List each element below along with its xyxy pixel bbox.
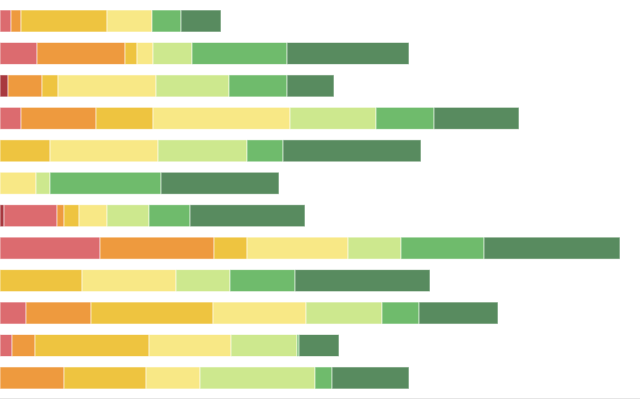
bar-segment: [49, 171, 162, 195]
bar-segment: [286, 74, 335, 98]
bar-segment: [90, 301, 214, 325]
bar-segment: [155, 74, 230, 98]
bar-segment: [483, 236, 621, 260]
bar-segment: [81, 269, 177, 293]
bar-segment: [63, 204, 80, 228]
bar-segment: [0, 366, 65, 390]
bar-segment: [199, 366, 316, 390]
bar-segment: [331, 366, 410, 390]
bar-segment: [95, 106, 154, 130]
bar-segment: [0, 334, 13, 357]
bar-segment: [106, 9, 153, 33]
bar-segment: [152, 106, 291, 130]
bar-row-11: [0, 334, 340, 357]
bar-segment: [36, 41, 126, 65]
bar-segment: [34, 334, 150, 357]
bar-segment: [294, 269, 431, 293]
bar-segment: [375, 106, 435, 130]
bar-segment: [400, 236, 485, 260]
bar-segment: [10, 9, 22, 33]
bar-segment: [160, 171, 280, 195]
bar-segment: [78, 204, 108, 228]
bar-segment: [35, 171, 51, 195]
bar-segment: [0, 171, 37, 195]
bar-segment: [49, 139, 159, 163]
bar-segment: [25, 301, 92, 325]
bar-segment: [57, 74, 157, 98]
bar-segment: [212, 301, 307, 325]
bar-row-9: [0, 269, 431, 293]
bar-segment: [136, 41, 154, 65]
bar-segment: [20, 106, 97, 130]
bar-segment: [230, 334, 298, 357]
bar-row-2: [0, 41, 410, 65]
bar-segment: [282, 139, 422, 163]
chart-baseline: [0, 398, 640, 399]
bar-segment: [20, 9, 108, 33]
bar-row-1: [0, 9, 222, 33]
bar-segment: [7, 74, 43, 98]
bar-segment: [106, 204, 150, 228]
bar-segment: [314, 366, 333, 390]
bar-segment: [0, 106, 22, 130]
bar-segment: [0, 204, 5, 228]
bar-segment: [124, 41, 138, 65]
bar-segment: [63, 366, 147, 390]
bar-segment: [347, 236, 402, 260]
bar-segment: [289, 106, 377, 130]
bar-segment: [246, 139, 284, 163]
bar-row-8: [0, 236, 621, 260]
bar-segment: [152, 41, 193, 65]
bar-segment: [11, 334, 36, 357]
bar-row-10: [0, 301, 499, 325]
bar-segment: [0, 9, 12, 33]
bar-row-4: [0, 106, 520, 130]
bar-segment: [298, 334, 340, 357]
bar-segment: [175, 269, 231, 293]
bar-segment: [0, 301, 27, 325]
bar-segment: [145, 366, 201, 390]
bar-segment: [433, 106, 520, 130]
bar-row-7: [0, 204, 306, 228]
bar-segment: [213, 236, 248, 260]
bar-segment: [418, 301, 499, 325]
bar-row-6: [0, 171, 280, 195]
bar-segment: [0, 74, 9, 98]
bar-segment: [0, 139, 51, 163]
bar-segment: [381, 301, 420, 325]
bar-segment: [305, 301, 383, 325]
bar-segment: [229, 269, 296, 293]
bar-segment: [191, 41, 288, 65]
bar-segment: [148, 204, 191, 228]
bar-segment: [157, 139, 248, 163]
bar-segment: [0, 41, 38, 65]
bar-segment: [3, 204, 58, 228]
bar-segment: [148, 334, 232, 357]
bar-segment: [286, 41, 410, 65]
bar-segment: [99, 236, 215, 260]
bar-segment: [180, 9, 222, 33]
bar-segment: [246, 236, 349, 260]
bar-row-3: [0, 74, 335, 98]
bar-segment: [228, 74, 288, 98]
bar-segment: [41, 74, 59, 98]
bar-segment: [151, 9, 182, 33]
bar-row-12: [0, 366, 410, 390]
bar-segment: [189, 204, 306, 228]
bar-segment: [56, 204, 65, 228]
bar-segment: [0, 236, 101, 260]
bar-row-5: [0, 139, 422, 163]
bar-segment: [0, 269, 83, 293]
